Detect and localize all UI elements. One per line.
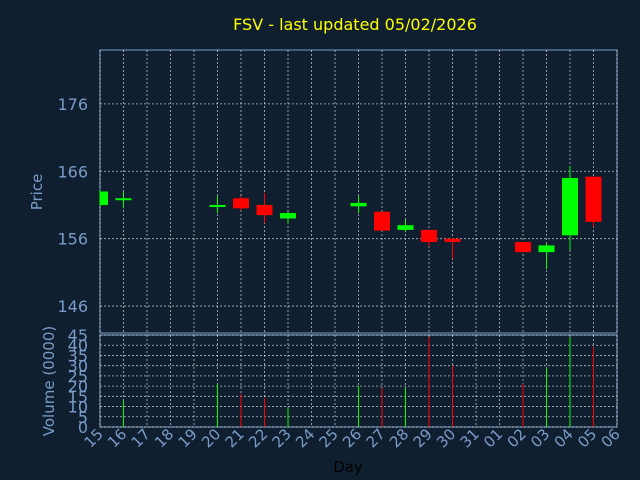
candle-22: [256, 192, 273, 224]
candle-21: [233, 196, 249, 211]
candle-15: [99, 190, 108, 207]
candle-28: [397, 219, 414, 232]
candle-29: [421, 229, 437, 247]
candle-body: [515, 242, 531, 253]
volume-tick-label: 45: [68, 326, 88, 345]
candle-body: [350, 202, 367, 207]
candle-20: [209, 196, 226, 214]
candle-26: [350, 196, 367, 214]
volume-tick-label: 40: [68, 336, 88, 355]
volume-tick-label: 5: [78, 408, 88, 427]
x-axis-label: Day: [333, 458, 363, 476]
candle-body: [538, 245, 555, 253]
volume-tick-label: 15: [68, 387, 88, 406]
candle-body: [115, 198, 132, 201]
candle-16: [115, 191, 132, 209]
candle-body: [100, 191, 108, 205]
candle-body: [397, 225, 414, 230]
candle-body: [280, 213, 296, 219]
candle-03: [538, 243, 555, 269]
volume-axis-label: Volume (0000): [40, 326, 58, 436]
volume-tick-label: 35: [68, 346, 88, 365]
x-axis: 1516171819202122232425262728293031010203…: [81, 425, 624, 451]
candle-30: [444, 237, 461, 259]
candle-body: [374, 211, 390, 231]
price-tick-label: 176: [57, 95, 88, 114]
candle-27: [374, 211, 390, 231]
candle-body: [256, 204, 273, 216]
candle-body: [585, 176, 602, 222]
candle-body: [233, 198, 249, 209]
candle-body: [562, 178, 578, 236]
volume-tick-label: 20: [68, 377, 88, 396]
volume-tick-label: 30: [68, 357, 88, 376]
candle-04: [562, 165, 578, 251]
candle-02: [515, 242, 531, 253]
candle-body: [444, 238, 461, 243]
volume-tick-label: 0: [78, 418, 88, 437]
candle-body: [421, 229, 437, 243]
price-axis-label: Price: [28, 174, 46, 211]
candle-23: [280, 211, 296, 224]
price-tick-label: 146: [57, 297, 88, 316]
chart-title: FSV - last updated 05/02/2026: [233, 15, 477, 34]
candle-05: [585, 176, 602, 228]
price-panel: 146 156 166 176: [57, 49, 618, 334]
volume-tick-label: 10: [68, 398, 88, 417]
volume-tick-label: 25: [68, 367, 88, 386]
price-tick-label: 166: [57, 162, 88, 181]
candle-body: [209, 204, 226, 207]
price-tick-label: 156: [57, 230, 88, 249]
